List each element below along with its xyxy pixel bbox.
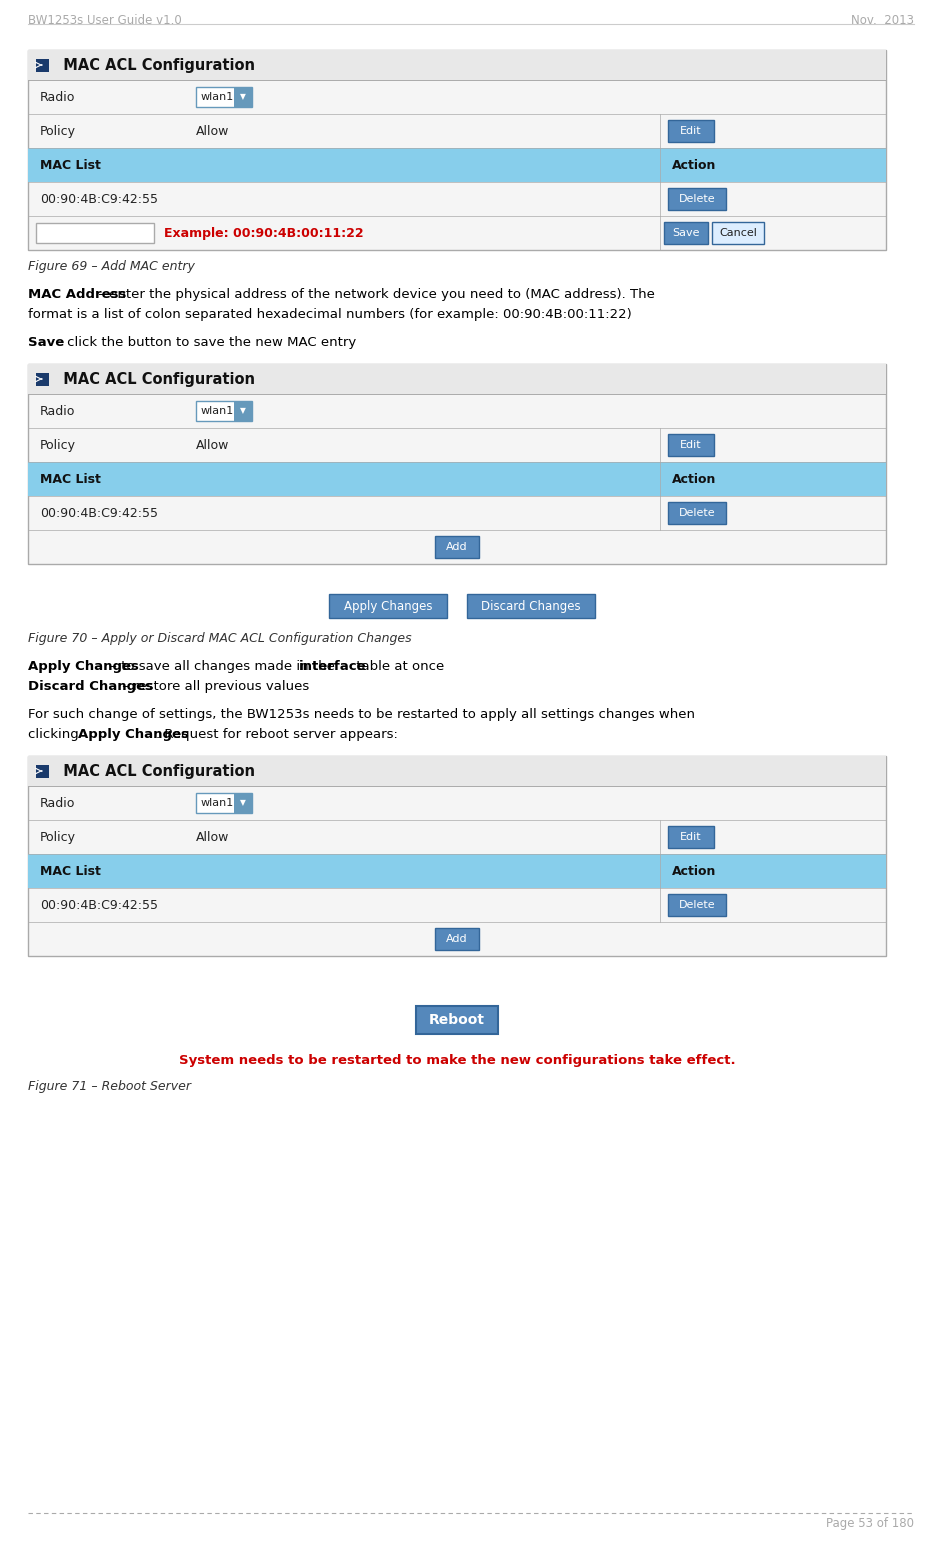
Text: MAC Address: MAC Address xyxy=(28,288,126,300)
Text: Allow: Allow xyxy=(196,831,229,843)
Text: Action: Action xyxy=(672,865,716,877)
Text: Page 53 of 180: Page 53 of 180 xyxy=(826,1516,914,1530)
Bar xyxy=(668,894,726,915)
Bar xyxy=(28,462,886,496)
Text: wlan1: wlan1 xyxy=(201,92,235,102)
Text: Allow: Allow xyxy=(196,439,229,452)
Text: ▼: ▼ xyxy=(240,92,246,102)
Text: Allow: Allow xyxy=(196,125,229,137)
Text: Policy: Policy xyxy=(40,125,76,137)
Bar xyxy=(712,222,764,243)
Bar xyxy=(196,86,252,106)
Text: Reboot: Reboot xyxy=(429,1012,485,1026)
Bar xyxy=(668,826,714,848)
Text: interface: interface xyxy=(299,660,366,673)
Text: ▼: ▼ xyxy=(240,407,246,416)
Text: – restore all previous values: – restore all previous values xyxy=(118,680,309,693)
Text: Save: Save xyxy=(673,228,700,237)
Text: Delete: Delete xyxy=(678,900,715,911)
Text: clicking: clicking xyxy=(28,727,83,741)
Text: Radio: Radio xyxy=(40,91,75,103)
Text: 00:90:4B:C9:42:55: 00:90:4B:C9:42:55 xyxy=(40,898,158,911)
Text: Radio: Radio xyxy=(40,797,75,809)
Text: Edit: Edit xyxy=(680,441,702,450)
Text: Nov.  2013: Nov. 2013 xyxy=(851,14,914,28)
Text: Figure 69 – Add MAC entry: Figure 69 – Add MAC entry xyxy=(28,260,195,273)
Text: Figure 71 – Reboot Server: Figure 71 – Reboot Server xyxy=(28,1080,191,1093)
Text: MAC List: MAC List xyxy=(40,159,101,171)
Bar xyxy=(36,223,154,243)
Text: wlan1: wlan1 xyxy=(201,798,235,807)
Bar xyxy=(668,188,726,210)
Text: MAC ACL Configuration: MAC ACL Configuration xyxy=(53,57,255,72)
Text: format is a list of colon separated hexadecimal numbers (for example: 00:90:4B:0: format is a list of colon separated hexa… xyxy=(28,308,632,321)
Bar xyxy=(28,364,886,394)
Bar xyxy=(36,373,49,385)
Text: Action: Action xyxy=(672,159,716,171)
Text: Discard Changes: Discard Changes xyxy=(481,599,581,612)
Bar xyxy=(416,1006,498,1034)
Text: Discard Changes: Discard Changes xyxy=(28,680,153,693)
Text: Radio: Radio xyxy=(40,404,75,418)
Bar xyxy=(28,364,886,564)
Text: 00:90:4B:C9:42:55: 00:90:4B:C9:42:55 xyxy=(40,507,158,519)
Text: BW1253s User Guide v1.0: BW1253s User Guide v1.0 xyxy=(28,14,182,28)
Text: Delete: Delete xyxy=(678,509,715,518)
Text: MAC ACL Configuration: MAC ACL Configuration xyxy=(53,371,255,387)
Text: Policy: Policy xyxy=(40,439,76,452)
Text: – click the button to save the new MAC entry: – click the button to save the new MAC e… xyxy=(52,336,356,348)
Text: Figure 70 – Apply or Discard MAC ACL Configuration Changes: Figure 70 – Apply or Discard MAC ACL Con… xyxy=(28,632,412,646)
Text: – enter the physical address of the network device you need to (MAC address). Th: – enter the physical address of the netw… xyxy=(94,288,655,300)
Text: ▼: ▼ xyxy=(240,798,246,807)
Bar xyxy=(28,49,886,80)
Text: Action: Action xyxy=(672,473,716,485)
Text: Delete: Delete xyxy=(678,194,715,203)
Text: Save: Save xyxy=(28,336,64,348)
Bar xyxy=(234,86,252,106)
Text: Add: Add xyxy=(447,934,468,945)
Text: MAC ACL Configuration: MAC ACL Configuration xyxy=(53,763,255,778)
Text: Apply Changes: Apply Changes xyxy=(28,660,138,673)
Text: table at once: table at once xyxy=(352,660,445,673)
Text: MAC List: MAC List xyxy=(40,865,101,877)
Text: Policy: Policy xyxy=(40,831,76,843)
Text: For such change of settings, the BW1253s needs to be restarted to apply all sett: For such change of settings, the BW1253s… xyxy=(28,707,695,721)
Bar xyxy=(234,401,252,421)
Text: Example: 00:90:4B:00:11:22: Example: 00:90:4B:00:11:22 xyxy=(164,227,364,239)
Bar xyxy=(664,222,708,243)
Bar xyxy=(28,757,886,955)
Bar xyxy=(28,757,886,786)
Bar xyxy=(36,59,49,72)
Bar xyxy=(668,502,726,524)
Text: . Request for reboot server appears:: . Request for reboot server appears: xyxy=(155,727,398,741)
Text: Cancel: Cancel xyxy=(719,228,757,237)
Bar xyxy=(467,593,595,618)
Bar xyxy=(28,49,886,250)
Text: System needs to be restarted to make the new configurations take effect.: System needs to be restarted to make the… xyxy=(179,1054,736,1066)
Text: – to save all changes made in the: – to save all changes made in the xyxy=(106,660,339,673)
Text: Apply Changes: Apply Changes xyxy=(344,599,432,612)
Text: MAC List: MAC List xyxy=(40,473,101,485)
Text: wlan1: wlan1 xyxy=(201,405,235,416)
Text: Edit: Edit xyxy=(680,832,702,841)
Bar xyxy=(36,764,49,778)
Bar xyxy=(329,593,447,618)
Text: 00:90:4B:C9:42:55: 00:90:4B:C9:42:55 xyxy=(40,193,158,205)
Bar xyxy=(28,148,886,182)
Bar xyxy=(668,120,714,142)
Bar xyxy=(435,536,479,558)
Bar xyxy=(668,435,714,456)
Bar xyxy=(234,794,252,814)
Bar xyxy=(435,928,479,949)
Text: Apply Changes: Apply Changes xyxy=(77,727,188,741)
Bar xyxy=(28,854,886,888)
Bar xyxy=(196,794,252,814)
Text: Add: Add xyxy=(447,542,468,552)
Text: Edit: Edit xyxy=(680,126,702,136)
Bar xyxy=(196,401,252,421)
